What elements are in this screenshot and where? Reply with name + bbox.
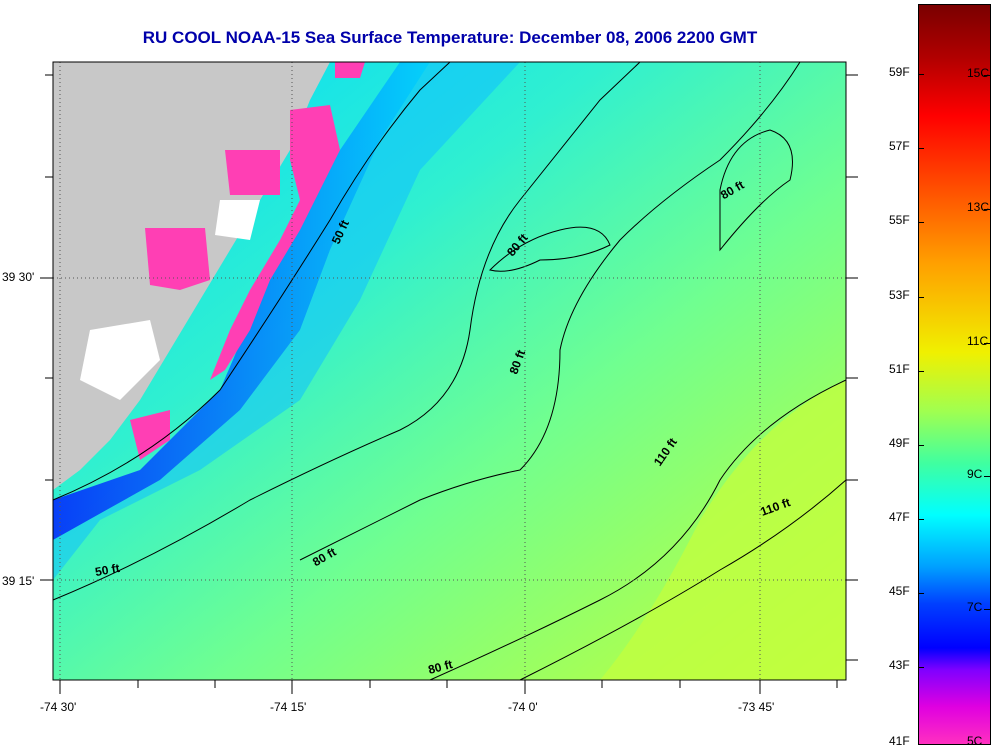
colorbar-tick — [984, 343, 990, 344]
lon-label: -74 30' — [40, 700, 77, 714]
colorbar-f-label: 41F — [889, 734, 910, 748]
lon-label: -73 45' — [738, 700, 775, 714]
colorbar-tick — [918, 667, 924, 668]
colorbar-f-label: 57F — [889, 139, 910, 153]
colorbar-f-label: 55F — [889, 213, 910, 227]
colorbar-tick — [918, 519, 924, 520]
colorbar-tick — [918, 445, 924, 446]
colorbar-f-label: 59F — [889, 65, 910, 79]
colorbar-f-label: 45F — [889, 584, 910, 598]
colorbar-f-label: 53F — [889, 288, 910, 302]
bathymetry-contours — [52, 61, 847, 681]
map-frame — [52, 61, 847, 681]
colorbar-tick — [984, 476, 990, 477]
cloud-mask-3 — [225, 150, 280, 195]
colorbar-c-label: 7C — [967, 600, 983, 614]
cloud-mask-4 — [130, 410, 170, 460]
colorbar-c-label: 9C — [967, 467, 983, 481]
colorbar-tick — [918, 593, 924, 594]
colorbar-f-label: 43F — [889, 658, 910, 672]
colorbar-tick — [984, 209, 990, 210]
colorbar-tick — [984, 75, 990, 76]
lat-label: 39 15' — [2, 574, 35, 588]
colorbar-c-label: 11C — [967, 334, 989, 348]
nearshore-cold-band — [53, 62, 430, 540]
cloud-mask-2 — [145, 228, 210, 290]
temperature-colorbar — [918, 4, 991, 745]
no-data-area-2 — [215, 200, 260, 240]
colorbar-c-label: 13C — [967, 200, 990, 214]
graticule — [53, 62, 846, 680]
colorbar-tick — [918, 74, 924, 75]
coastal-cool-band — [53, 62, 520, 580]
cloud-mask-5 — [335, 62, 365, 78]
axis-ticks — [40, 74, 858, 694]
map-title: RU COOL NOAA-15 Sea Surface Temperature:… — [142, 28, 758, 47]
colorbar-c-label: 15C — [967, 66, 990, 80]
cloud-mask — [210, 105, 340, 380]
lon-label: -74 15' — [270, 700, 307, 714]
no-data-area — [80, 320, 160, 400]
colorbar-tick — [984, 609, 990, 610]
colorbar-tick — [918, 371, 924, 372]
lon-label: -74 0' — [508, 700, 538, 714]
colorbar-f-label: 49F — [889, 436, 910, 450]
lat-label: 39 30' — [2, 270, 35, 284]
colorbar-tick — [918, 297, 924, 298]
colorbar-tick — [918, 148, 924, 149]
colorbar-f-label: 47F — [889, 510, 910, 524]
colorbar-c-label: 5C — [967, 734, 983, 748]
colorbar-f-label: 51F — [889, 362, 910, 376]
colorbar-tick — [918, 222, 924, 223]
